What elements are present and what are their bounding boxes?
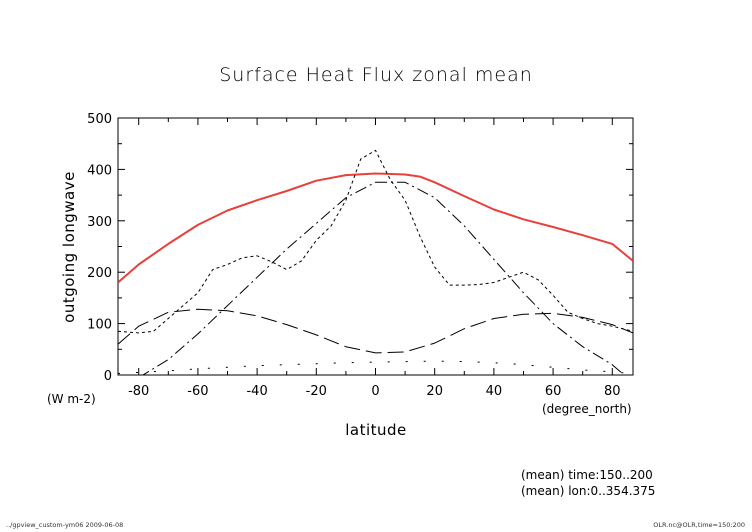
mean-lon-annotation: (mean) lon:0..354.375 bbox=[521, 484, 655, 498]
x-tick-label: 40 bbox=[486, 384, 503, 399]
x-tick-label: 60 bbox=[545, 384, 562, 399]
x-tick-label: -80 bbox=[128, 384, 149, 399]
series-layer bbox=[118, 149, 633, 375]
x-tick-label: 20 bbox=[426, 384, 443, 399]
series-line-2-dashed bbox=[118, 149, 633, 334]
x-units-label: (degree_north) bbox=[542, 402, 632, 416]
y-axis-label: outgoing longwave bbox=[60, 171, 78, 323]
x-tick-label: 0 bbox=[371, 384, 379, 399]
footer-right: OLR.nc@OLR,time=150:200 bbox=[653, 521, 745, 529]
series-line-4-long-dash bbox=[118, 308, 633, 354]
series-line-1-solid bbox=[118, 172, 633, 284]
x-tick-label: -60 bbox=[187, 384, 208, 399]
y-axis: 0 100 200 300 400 500 bbox=[87, 112, 633, 384]
y-tick-label: 200 bbox=[87, 266, 112, 281]
y-tick-label: 300 bbox=[87, 215, 112, 230]
y-units-label: (W m-2) bbox=[47, 392, 96, 406]
footer-left: ../gpview_custom-ym06 2009-06-08 bbox=[6, 521, 123, 529]
x-tick-label: -20 bbox=[306, 384, 327, 399]
x-axis-label: latitude bbox=[345, 421, 407, 439]
x-tick-label: -40 bbox=[246, 384, 267, 399]
y-tick-label: 500 bbox=[87, 112, 112, 127]
y-tick-label: 100 bbox=[87, 318, 112, 333]
chart-title: Surface Heat Flux zonal mean bbox=[219, 64, 533, 86]
series-line-3-dash-dot bbox=[142, 181, 625, 375]
x-axis: -80 -60 -40 -20 0 20 40 60 80 bbox=[128, 118, 621, 399]
y-tick-label: 400 bbox=[87, 163, 112, 178]
y-tick-label: 0 bbox=[104, 369, 112, 384]
x-tick-label: 80 bbox=[604, 384, 621, 399]
mean-time-annotation: (mean) time:150..200 bbox=[521, 468, 653, 482]
